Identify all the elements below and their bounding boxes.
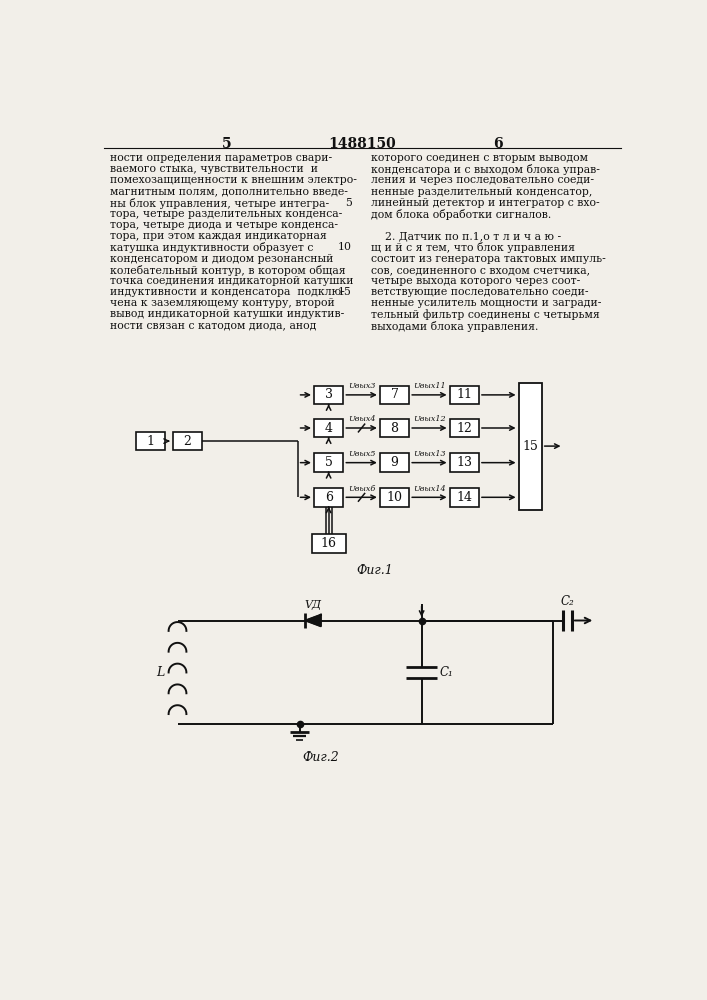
Text: тельный фильтр соединены с четырьмя: тельный фильтр соединены с четырьмя <box>371 309 600 320</box>
Text: четыре выхода которого через соот-: четыре выхода которого через соот- <box>371 276 580 286</box>
Text: ности определения параметров свари-: ности определения параметров свари- <box>110 153 332 163</box>
Bar <box>450 488 479 507</box>
Text: ности связан с катодом диода, анод: ности связан с катодом диода, анод <box>110 321 317 331</box>
Bar <box>518 383 542 510</box>
Bar <box>314 419 344 437</box>
Text: 13: 13 <box>456 456 472 469</box>
Text: 14: 14 <box>456 491 472 504</box>
Text: 1: 1 <box>146 435 154 448</box>
Text: 4: 4 <box>325 422 332 434</box>
Text: 6: 6 <box>493 137 503 151</box>
Bar <box>380 453 409 472</box>
Text: ненные разделительный конденсатор,: ненные разделительный конденсатор, <box>371 187 592 197</box>
Text: Uвыx5: Uвыx5 <box>348 450 375 458</box>
Text: ветствующие последовательно соеди-: ветствующие последовательно соеди- <box>371 287 589 297</box>
Text: L: L <box>156 666 165 679</box>
Text: состоит из генератора тактовых импуль-: состоит из генератора тактовых импуль- <box>371 254 606 264</box>
Text: конденсатора и с выходом блока управ-: конденсатора и с выходом блока управ- <box>371 164 600 175</box>
Bar <box>136 432 165 450</box>
Text: Uвыx14: Uвыx14 <box>413 485 445 493</box>
Text: Uвыx13: Uвыx13 <box>413 450 445 458</box>
Text: ны блок управления, четыре интегра-: ны блок управления, четыре интегра- <box>110 198 329 209</box>
Text: Фиг.1: Фиг.1 <box>357 564 394 577</box>
Text: ления и через последовательно соеди-: ления и через последовательно соеди- <box>371 175 595 185</box>
Text: C₁: C₁ <box>440 666 453 679</box>
Text: катушка индуктивности образует с: катушка индуктивности образует с <box>110 242 313 253</box>
Text: Uвыx3: Uвыx3 <box>348 382 375 390</box>
Text: колебательный контур, в котором общая: колебательный контур, в котором общая <box>110 265 346 276</box>
Bar <box>314 488 344 507</box>
Text: линейный детектор и интегратор с вхо-: линейный детектор и интегратор с вхо- <box>371 198 600 208</box>
Bar <box>380 386 409 404</box>
Text: выходами блока управления.: выходами блока управления. <box>371 321 539 332</box>
Text: помехозащищенности к внешним электро-: помехозащищенности к внешним электро- <box>110 175 357 185</box>
Text: сов, соединенного с входом счетчика,: сов, соединенного с входом счетчика, <box>371 265 590 275</box>
Text: щ и й с я тем, что блок управления: щ и й с я тем, что блок управления <box>371 242 575 253</box>
Text: чена к заземляющему контуру, второй: чена к заземляющему контуру, второй <box>110 298 335 308</box>
Bar <box>314 453 344 472</box>
Text: 5: 5 <box>325 456 332 469</box>
Text: 12: 12 <box>456 422 472 434</box>
Bar <box>173 432 202 450</box>
Text: 2. Датчик по п.1,о т л и ч а ю -: 2. Датчик по п.1,о т л и ч а ю - <box>371 231 561 241</box>
Text: индуктивности и конденсатора  подклю-: индуктивности и конденсатора подклю- <box>110 287 345 297</box>
Text: Uвыx11: Uвыx11 <box>413 382 445 390</box>
Text: дом блока обработки сигналов.: дом блока обработки сигналов. <box>371 209 551 220</box>
Text: 15: 15 <box>338 287 352 297</box>
Bar <box>312 534 346 553</box>
Text: тора, при этом каждая индикаторная: тора, при этом каждая индикаторная <box>110 231 327 241</box>
Text: Фиг.2: Фиг.2 <box>303 751 339 764</box>
Text: тора, четыре диода и четыре конденса-: тора, четыре диода и четыре конденса- <box>110 220 338 230</box>
Text: конденсатором и диодом резонансный: конденсатором и диодом резонансный <box>110 254 334 264</box>
Bar <box>450 419 479 437</box>
Text: 5: 5 <box>345 198 352 208</box>
Text: точка соединения индикаторной катушки: точка соединения индикаторной катушки <box>110 276 354 286</box>
Text: 2: 2 <box>184 435 192 448</box>
Text: 1488150: 1488150 <box>328 137 396 151</box>
Text: 6: 6 <box>325 491 332 504</box>
Text: тора, четыре разделительных конденса-: тора, четыре разделительных конденса- <box>110 209 342 219</box>
Text: 8: 8 <box>390 422 399 434</box>
Text: 5: 5 <box>221 137 231 151</box>
Text: Uвыxб: Uвыxб <box>348 485 375 493</box>
Text: магнитным полям, дополнительно введе-: магнитным полям, дополнительно введе- <box>110 187 348 197</box>
Text: Uвыx12: Uвыx12 <box>413 415 445 423</box>
Bar <box>450 453 479 472</box>
Polygon shape <box>305 615 321 626</box>
Bar <box>450 386 479 404</box>
Bar <box>314 386 344 404</box>
Text: 15: 15 <box>522 440 538 453</box>
Bar <box>380 488 409 507</box>
Text: C₂: C₂ <box>561 595 574 608</box>
Text: Uвыx4: Uвыx4 <box>348 415 375 423</box>
Text: 7: 7 <box>390 388 399 401</box>
Text: 16: 16 <box>321 537 337 550</box>
Text: ваемого стыка, чувствительности  и: ваемого стыка, чувствительности и <box>110 164 318 174</box>
Text: 9: 9 <box>390 456 399 469</box>
Text: которого соединен с вторым выводом: которого соединен с вторым выводом <box>371 153 588 163</box>
Text: 10: 10 <box>387 491 402 504</box>
Text: вывод индикаторной катушки индуктив-: вывод индикаторной катушки индуктив- <box>110 309 344 319</box>
Text: VД: VД <box>305 600 322 610</box>
Bar <box>380 419 409 437</box>
Text: 3: 3 <box>325 388 332 401</box>
Text: 10: 10 <box>338 242 352 252</box>
Text: 11: 11 <box>456 388 472 401</box>
Text: ненные усилитель мощности и загради-: ненные усилитель мощности и загради- <box>371 298 602 308</box>
